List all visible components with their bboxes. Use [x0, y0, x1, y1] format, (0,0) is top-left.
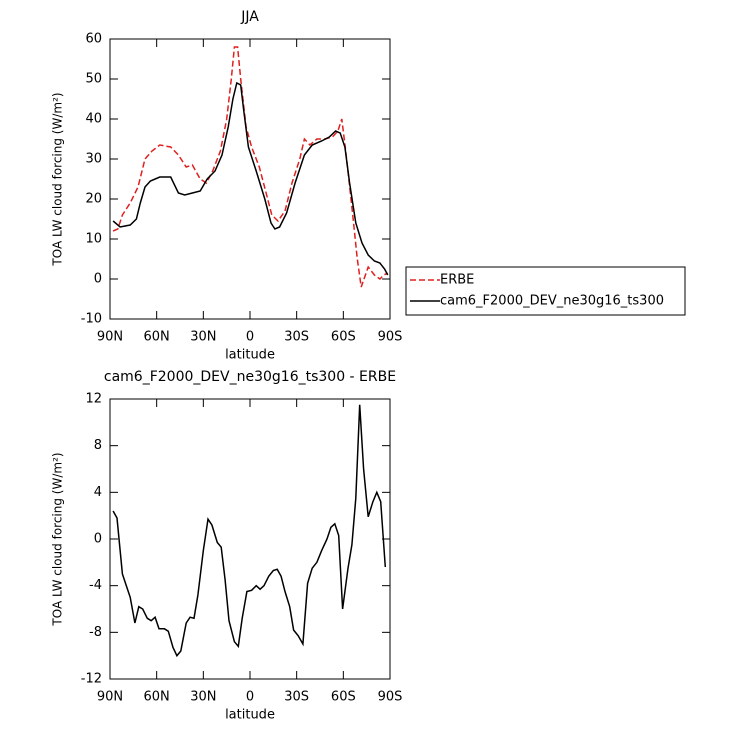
y-tick-label: 0 [94, 532, 102, 547]
plot-frame [109, 38, 391, 320]
legend-label: ERBE [440, 273, 474, 288]
x-tick-label: 30N [190, 690, 216, 705]
legend-label: cam6_F2000_DEV_ne30g16_ts300 [440, 294, 664, 309]
y-tick-label: 50 [85, 72, 102, 87]
legend-box [405, 266, 686, 316]
x-tick-label: 0 [246, 330, 254, 345]
y-tick-label: -8 [89, 625, 102, 640]
y-axis-label: TOA LW cloud forcing (W/m²) [51, 452, 65, 626]
x-tick-label: 60S [331, 690, 356, 705]
y-tick-label: 8 [94, 438, 102, 453]
chart-title: cam6_F2000_DEV_ne30g16_ts300 - ERBE [104, 369, 396, 385]
x-tick-label: 60S [331, 330, 356, 345]
x-tick-label: 90N [97, 330, 123, 345]
y-tick-label: -12 [81, 672, 102, 687]
x-tick-label: 90S [378, 690, 403, 705]
chart-title: JJA [240, 9, 259, 25]
y-tick-label: 4 [94, 485, 102, 500]
y-tick-label: 40 [85, 112, 102, 127]
x-tick-label: 90N [97, 690, 123, 705]
data-line [112, 404, 387, 658]
x-tick-label: 90S [378, 330, 403, 345]
x-tick-label: 60N [144, 330, 170, 345]
x-tick-label: 0 [246, 690, 254, 705]
y-tick-label: 0 [94, 272, 102, 287]
data-line [112, 81, 389, 276]
y-tick-label: 12 [85, 392, 102, 407]
plot-frame [109, 398, 391, 680]
x-tick-label: 30N [190, 330, 216, 345]
y-tick-label: 10 [85, 232, 102, 247]
x-tick-label: 30S [284, 330, 309, 345]
y-axis-label: TOA LW cloud forcing (W/m²) [51, 92, 65, 266]
y-tick-label: 60 [85, 32, 102, 47]
x-tick-label: 60N [144, 690, 170, 705]
y-tick-label: -10 [81, 312, 102, 327]
y-tick-label: -4 [89, 578, 102, 593]
y-tick-label: 20 [85, 192, 102, 207]
x-tick-label: 30S [284, 690, 309, 705]
data-line [112, 46, 389, 288]
x-axis-label: latitude [225, 348, 275, 363]
x-axis-label: latitude [225, 708, 275, 723]
y-tick-label: 30 [85, 152, 102, 167]
